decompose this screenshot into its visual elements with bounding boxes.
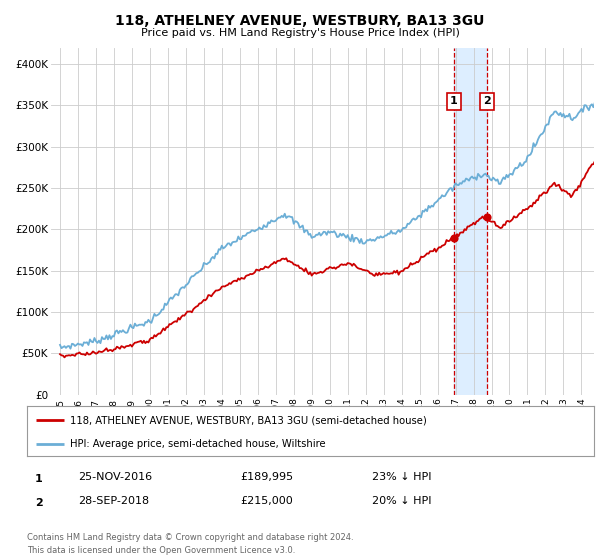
Text: Contains HM Land Registry data © Crown copyright and database right 2024.: Contains HM Land Registry data © Crown c… xyxy=(27,533,353,542)
Text: This data is licensed under the Open Government Licence v3.0.: This data is licensed under the Open Gov… xyxy=(27,546,295,555)
Point xyxy=(482,213,492,222)
Text: 1: 1 xyxy=(35,474,43,484)
Text: 28-SEP-2018: 28-SEP-2018 xyxy=(78,496,149,506)
Text: Price paid vs. HM Land Registry's House Price Index (HPI): Price paid vs. HM Land Registry's House … xyxy=(140,28,460,38)
Text: 2: 2 xyxy=(35,498,43,508)
Text: 1: 1 xyxy=(450,96,458,106)
Text: 2: 2 xyxy=(483,96,491,106)
Text: 118, ATHELNEY AVENUE, WESTBURY, BA13 3GU (semi-detached house): 118, ATHELNEY AVENUE, WESTBURY, BA13 3GU… xyxy=(70,415,426,425)
Text: 118, ATHELNEY AVENUE, WESTBURY, BA13 3GU: 118, ATHELNEY AVENUE, WESTBURY, BA13 3GU xyxy=(115,14,485,28)
Text: 20% ↓ HPI: 20% ↓ HPI xyxy=(372,496,431,506)
Text: 23% ↓ HPI: 23% ↓ HPI xyxy=(372,472,431,482)
Text: HPI: Average price, semi-detached house, Wiltshire: HPI: Average price, semi-detached house,… xyxy=(70,439,325,449)
Bar xyxy=(454,48,487,395)
Text: £215,000: £215,000 xyxy=(240,496,293,506)
Text: £189,995: £189,995 xyxy=(240,472,293,482)
Point xyxy=(449,234,458,242)
Text: 25-NOV-2016: 25-NOV-2016 xyxy=(78,472,152,482)
